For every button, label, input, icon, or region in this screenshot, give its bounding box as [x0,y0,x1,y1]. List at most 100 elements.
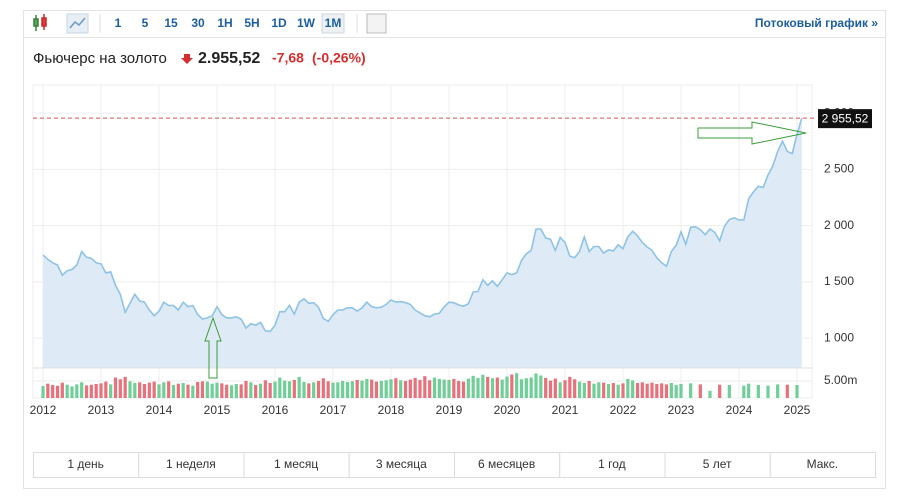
volume-bar [205,381,209,398]
range-button[interactable]: 1 год [598,457,626,471]
interval-button[interactable]: 1 [115,16,122,30]
volume-bar [727,385,731,398]
interval-button[interactable]: 1D [271,16,287,30]
volume-bar [109,384,113,398]
volume-bar [171,385,176,398]
volume-bar [461,381,466,398]
volume-bar [186,384,190,398]
x-tick-label: 2013 [88,403,115,417]
range-button-frame[interactable] [243,452,350,478]
range-button[interactable]: 1 месяц [274,457,318,471]
interval-button[interactable]: 5H [244,16,259,30]
volume-bar [698,384,702,398]
volume-bar [563,380,567,398]
volume-bar [577,381,582,398]
range-button[interactable]: 3 месяца [376,457,427,471]
volume-bar [708,390,712,398]
price-line [42,117,803,333]
y-tick-label: 1 500 [824,274,854,288]
volume-bar [60,382,64,398]
volume-bar [331,382,335,398]
volume-bar [365,378,369,398]
annotation-arrow [697,121,807,145]
range-button-frame[interactable] [769,452,876,478]
x-tick-label: 2014 [146,403,173,417]
volume-bar [795,385,799,398]
volume-bar [587,380,591,398]
volume-bar [452,378,456,398]
volume-bar [225,384,229,398]
volume-bar [307,383,311,398]
volume-bar [133,383,137,398]
volume-bar [486,376,490,398]
x-tick-label: 2018 [378,403,405,417]
volume-bar [510,374,514,398]
interval-button[interactable]: 30 [191,16,205,30]
volume-bar [234,384,238,398]
volume-bar [573,379,577,398]
volume-bar [447,379,451,398]
volume-bar [568,376,572,398]
range-button-frame[interactable] [348,452,455,478]
volume-bar [548,380,553,398]
interval-button[interactable]: 1H [217,16,232,30]
volume-bar [55,385,60,398]
volume-bar [94,384,98,398]
volume-bar [191,385,195,398]
range-button[interactable]: 1 неделя [166,457,216,471]
volume-bar [157,384,161,398]
interval-active [321,13,345,34]
volume-bar [481,374,485,398]
volume-bar [341,380,345,398]
volume-bar [650,382,654,398]
candle-icon[interactable] [33,14,47,31]
price-area [43,118,802,368]
volume-bar [742,385,746,398]
volume-bar [476,377,480,398]
volume-bar [756,385,760,398]
range-button[interactable]: Макс. [807,457,839,471]
volume-bar [297,376,301,398]
stream-link[interactable]: Потоковый график » [755,16,878,30]
line-icon-glyph [69,17,86,29]
volume-bar [597,382,601,398]
range-button-frame[interactable] [559,452,666,478]
volume-bar [495,377,499,398]
x-tick-label: 2024 [726,403,753,417]
volume-bar [606,384,611,398]
volume-bar [423,376,427,398]
volume-bar [196,381,200,398]
volume-bar [403,380,408,398]
interval-button[interactable]: 5 [142,16,149,30]
range-button[interactable]: 5 лет [703,457,732,471]
table-icon[interactable] [366,13,387,34]
range-button[interactable]: 1 день [67,457,104,471]
range-button[interactable]: 6 месяцев [478,457,535,471]
volume-bar [689,383,693,398]
interval-button[interactable]: 15 [164,16,178,30]
range-button-frame[interactable] [138,452,245,478]
interval-button[interactable]: 1W [297,16,316,30]
volume-bar [138,382,142,398]
volume-bar [181,383,185,398]
volume-bar [515,373,519,398]
volume-bar [553,378,557,398]
volume-bar [747,383,751,398]
range-button-frame[interactable] [454,452,561,478]
range-button-frame[interactable] [33,452,140,478]
volume-bar [457,380,461,398]
last-price-label: 2 955,52 [822,111,869,125]
volume-bar [635,383,640,398]
volume-bar [640,382,644,398]
interval-button[interactable]: 1M [325,16,342,30]
volume-bar [626,378,630,398]
volume-bar [674,385,678,398]
volume-bar [399,380,403,398]
volume-bar [370,379,374,398]
x-tick-label: 2023 [668,403,695,417]
down-arrow [181,54,193,64]
volume-bar [268,383,272,398]
range-button-frame[interactable] [664,452,771,478]
x-tick-label: 2022 [610,403,637,417]
